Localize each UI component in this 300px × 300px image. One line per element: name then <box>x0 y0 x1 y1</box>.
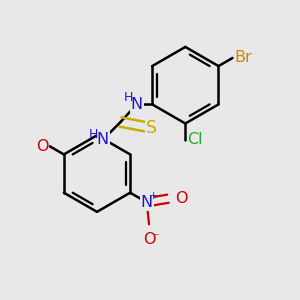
Text: O: O <box>143 232 155 247</box>
Text: H: H <box>89 128 98 141</box>
Text: N: N <box>141 195 153 210</box>
Text: ⁻: ⁻ <box>152 232 159 245</box>
Text: O: O <box>36 139 48 154</box>
Text: N: N <box>131 97 143 112</box>
Text: +: + <box>148 191 158 201</box>
Text: O: O <box>175 191 188 206</box>
Text: Cl: Cl <box>187 132 203 147</box>
Text: S: S <box>146 119 157 137</box>
Text: N: N <box>97 132 109 147</box>
Text: H: H <box>124 92 133 104</box>
Text: Br: Br <box>234 50 252 65</box>
